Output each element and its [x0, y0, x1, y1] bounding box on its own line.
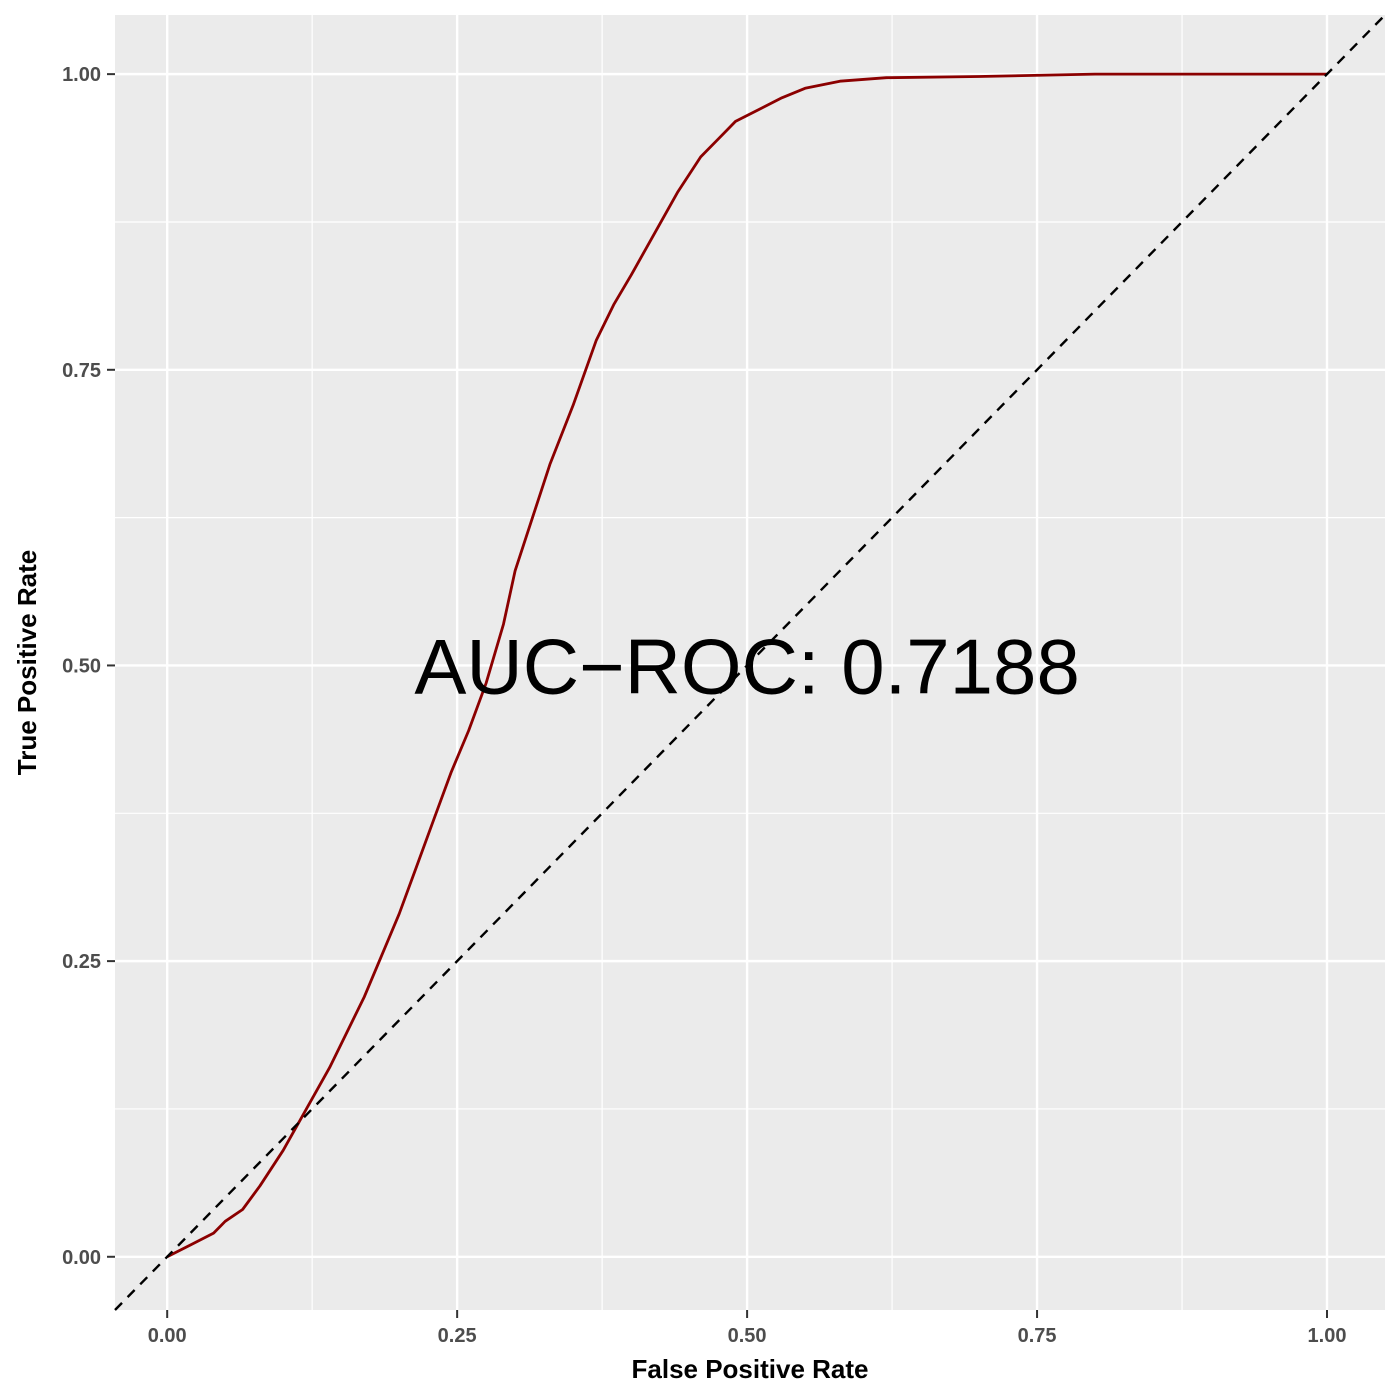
- y-tick-label: 0.75: [62, 360, 101, 382]
- x-tick-label: 1.00: [1308, 1325, 1347, 1347]
- roc-curve-line: [166, 72, 1327, 1259]
- y-tick-label: 0.00: [62, 1247, 101, 1269]
- auc-annotation: AUC−ROC: 0.7188: [414, 622, 1079, 710]
- series-lines: [114, 14, 1386, 1311]
- y-tick-label: 0.25: [62, 951, 101, 973]
- y-tick-label: 0.50: [62, 655, 101, 677]
- x-tick-label: 0.75: [1018, 1325, 1057, 1347]
- reference-diagonal-line: [114, 14, 1386, 1311]
- axis-ticks: 0.00 0.25 0.50 0.75 1.00 0.00 0.25 0.50 0.75 1.00: [62, 64, 1346, 1347]
- x-tick-label: 0.00: [148, 1325, 187, 1347]
- major-grid: [115, 15, 1385, 1310]
- x-axis-title: False Positive Rate: [632, 1354, 869, 1384]
- y-tick-label: 1.00: [62, 64, 101, 86]
- x-tick-label: 0.25: [438, 1325, 477, 1347]
- y-axis-title: True Positive Rate: [12, 550, 42, 775]
- x-tick-label: 0.50: [728, 1325, 767, 1347]
- minor-grid: [115, 15, 1385, 1310]
